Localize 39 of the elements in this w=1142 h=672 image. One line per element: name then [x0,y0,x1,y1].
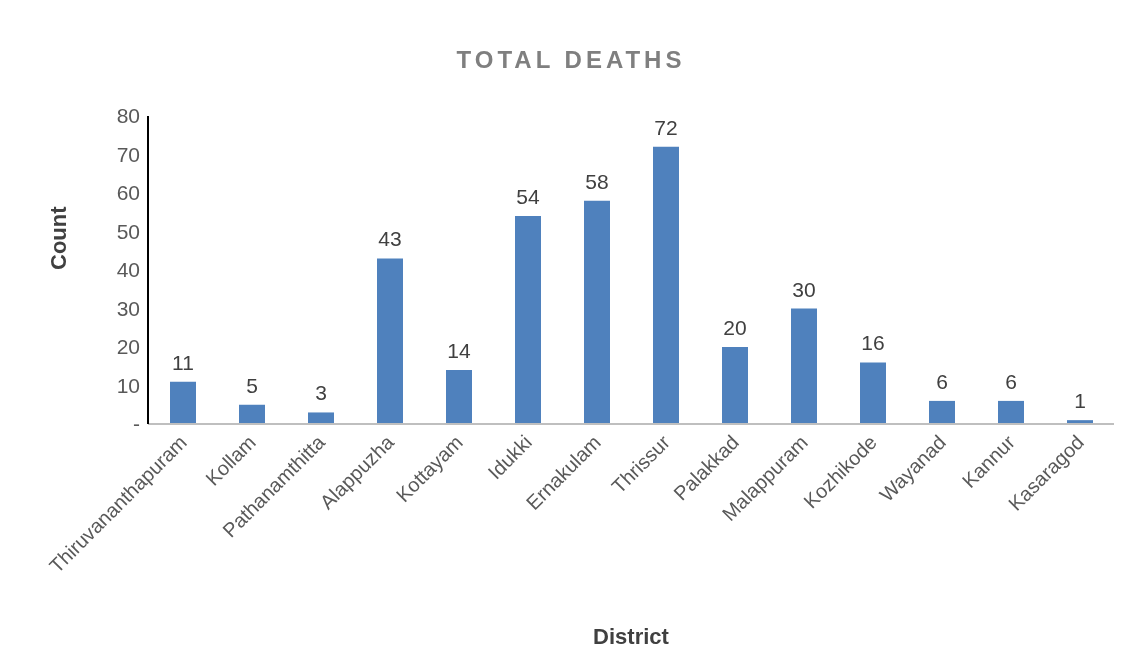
y-axis-title: Count [45,205,71,270]
bar [791,308,817,424]
bar [446,370,472,424]
bar [170,381,196,424]
y-tick-label: 80 [116,104,140,128]
y-tick-label: 60 [116,181,140,205]
y-tick-label: - [133,412,140,436]
bar [308,412,334,424]
data-label: 72 [654,115,678,139]
data-label: 6 [1005,369,1017,393]
y-tick-label: 30 [116,296,140,320]
bar [239,404,265,424]
data-label: 1 [1074,389,1086,413]
data-label: 14 [447,339,471,363]
data-label: 54 [516,185,540,209]
data-label: 20 [723,316,747,339]
y-tick-label: 70 [116,142,140,166]
bar [653,146,679,424]
bar [998,400,1024,424]
data-label: 3 [315,381,327,405]
y-tick-label: 50 [116,219,140,243]
data-label: 16 [861,331,885,355]
data-label: 43 [378,227,402,251]
y-tick-label: 40 [116,258,140,282]
y-tick-label: 20 [116,335,140,359]
data-label: 58 [585,169,609,193]
data-label: 5 [246,373,258,397]
bar [860,362,886,424]
data-label: 30 [792,277,816,301]
chart-title: TOTAL DEATHS [455,45,687,75]
bar [584,200,610,424]
x-axis-title: District [593,624,670,649]
bar [722,347,748,424]
data-label: 11 [172,350,194,374]
y-tick-label: 10 [116,373,140,397]
bar [929,400,955,424]
data-label: 6 [936,369,948,393]
bar [377,258,403,424]
bar [515,216,541,424]
